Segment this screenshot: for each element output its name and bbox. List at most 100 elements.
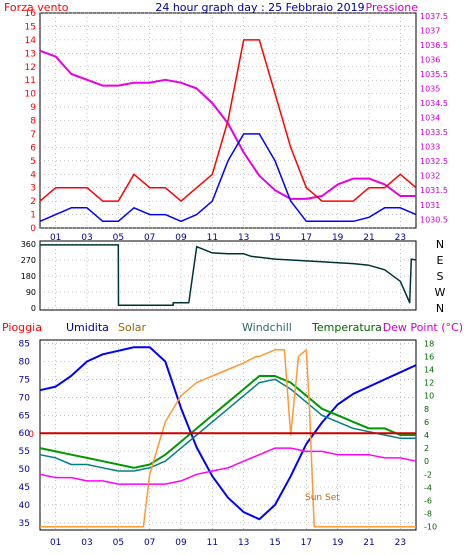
direction-tick-label: 90	[26, 288, 36, 297]
solar-label: Solar	[118, 321, 147, 334]
pressure-tick-label: 1033.5	[420, 128, 448, 137]
wind-tick-label: 13	[25, 49, 36, 59]
wind-tick-label: 0	[30, 224, 36, 234]
temperature-tick-label: 12	[424, 379, 434, 388]
compass-letter: W	[435, 286, 446, 299]
series-dew-point-c-	[39, 447, 417, 485]
pressure-tick-label: 1037.5	[420, 12, 448, 21]
dewpoint-label: Dew Point (°C)	[383, 321, 463, 334]
temperature-tick-label: 16	[424, 352, 434, 361]
hour-tick-label: 23	[395, 233, 406, 243]
hour-tick-label: 15	[269, 233, 280, 243]
humidity-tick-label: 70	[19, 393, 31, 403]
wind-tick-label: 6	[30, 143, 36, 153]
wind-tick-label: 4	[30, 170, 36, 180]
pressure-tick-label: 1034.5	[420, 99, 448, 108]
humidity-tick-label: 55	[19, 447, 30, 457]
direction-plot-frame	[39, 240, 417, 311]
temperature-tick-label: 14	[424, 365, 434, 374]
temperature-tick-label: 18	[424, 339, 434, 348]
hour-tick-label: 17	[301, 233, 312, 243]
wind-axis-label: Forza vento	[4, 1, 69, 14]
temperature-tick-label: -6	[424, 497, 432, 506]
wind-tick-label: 16	[25, 9, 37, 19]
compass-letter: N	[436, 238, 444, 251]
direction-tick-label: 0	[31, 304, 36, 313]
chart-title: 24 hour graph day : 25 Febbraio 2019	[155, 1, 364, 14]
wind-tick-label: 5	[30, 157, 36, 167]
wind-tick-label: 12	[25, 63, 36, 73]
hour-tick-label: 01	[50, 233, 61, 243]
humidity-tick-label: 80	[19, 358, 31, 368]
pressure-tick-label: 1031.5	[420, 186, 448, 195]
hour-tick-label: 05	[113, 233, 124, 243]
compass-letter: E	[437, 254, 444, 267]
humidity-tick-label: 65	[19, 411, 30, 421]
humidity-label: Umidita	[66, 321, 109, 334]
wind-tick-label: 3	[30, 184, 36, 194]
temperature-tick-label: 6	[424, 418, 429, 427]
pressure-tick-label: 1032	[420, 172, 440, 181]
direction-tick-label: 270	[21, 256, 36, 265]
series-windchill	[39, 378, 416, 472]
tick-layer: 0123456789101112131415161030.510311031.5…	[19, 9, 448, 548]
hour-tick-label: 09	[175, 538, 187, 548]
temperature-tick-label: 0	[424, 457, 429, 466]
hour-tick-label: 19	[332, 538, 344, 548]
wind-tick-label: 11	[25, 76, 36, 86]
windchill-label: Windchill	[242, 321, 292, 334]
sunset-annotation: Sun Set	[305, 493, 340, 503]
direction-tick-label: 180	[21, 272, 36, 281]
humidity-tick-label: 40	[19, 501, 31, 511]
wind-tick-label: 7	[30, 130, 36, 140]
humidity-tick-label: 45	[19, 483, 30, 493]
pressure-tick-label: 1032.5	[420, 157, 448, 166]
temperature-tick-label: 8	[424, 405, 429, 414]
grid-layer	[40, 12, 416, 530]
rain-value-label: 0	[28, 430, 34, 440]
hour-tick-label: 19	[332, 233, 344, 243]
hour-tick-label: 13	[238, 538, 249, 548]
hour-tick-label: 03	[81, 538, 92, 548]
series-umidita	[39, 346, 417, 521]
series-media	[39, 133, 417, 223]
series-temperatura	[39, 375, 416, 469]
pressure-axis-label: Pressione	[366, 1, 419, 14]
hour-tick-label: 17	[301, 538, 312, 548]
pressure-tick-label: 1031	[420, 201, 440, 210]
pressure-tick-label: 1037	[420, 26, 440, 35]
hour-tick-label: 23	[395, 538, 406, 548]
hour-tick-label: 11	[207, 538, 218, 548]
wind-tick-label: 10	[25, 90, 37, 100]
humidity-tick-label: 60	[19, 429, 31, 439]
wind-tick-label: 1	[30, 211, 36, 221]
temperature-tick-label: 10	[424, 392, 434, 401]
temperature-tick-label: 4	[424, 431, 429, 440]
direction-tick-label: 360	[21, 240, 36, 249]
rain-label: Pioggia	[2, 321, 42, 334]
temperature-tick-label: -8	[424, 510, 432, 519]
temperature-tick-label: -10	[424, 523, 437, 532]
wind-tick-label: 15	[25, 22, 36, 32]
pressure-tick-label: 1036	[420, 55, 440, 64]
pressure-tick-label: 1033	[420, 143, 440, 152]
hour-tick-label: 07	[144, 233, 155, 243]
temperature-tick-label: -2	[424, 470, 432, 479]
humidity-tick-label: 75	[19, 375, 30, 385]
hour-tick-label: 03	[81, 233, 92, 243]
hour-tick-label: 21	[363, 233, 374, 243]
compass-letter: S	[437, 270, 444, 283]
series-solar	[40, 349, 416, 528]
humidity-tick-label: 85	[19, 340, 30, 350]
wind-tick-label: 9	[30, 103, 36, 113]
series-pressione	[39, 49, 416, 200]
hour-tick-label: 13	[238, 233, 249, 243]
temperature-label: Temperatura	[311, 321, 382, 334]
compass-letter: N	[436, 302, 444, 315]
wind-tick-label: 8	[30, 117, 36, 127]
series-direzione	[40, 244, 417, 307]
temperature-tick-label: -4	[424, 483, 432, 492]
series-raffica	[39, 39, 417, 202]
wind-tick-label: 14	[25, 36, 37, 46]
